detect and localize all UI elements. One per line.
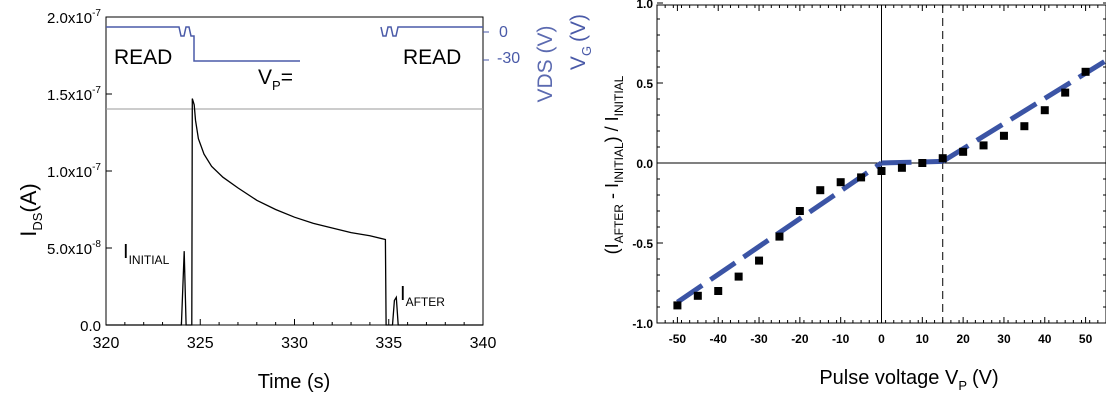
data-point: [836, 178, 845, 187]
right-y-tick-label: -0.5: [632, 237, 653, 251]
inset-tick-label-0: 0: [499, 24, 508, 41]
i-after-annotation: IAFTER: [400, 283, 445, 309]
inset-pulse-trace-left: [106, 26, 300, 62]
left-y-ticks: 0.0 5.0x10-8 1.0x10-7 1.5x10-7 2.0x10-7: [47, 8, 112, 335]
data-point: [857, 173, 866, 182]
right-y-tick-label: 0.0: [636, 157, 653, 171]
data-point: [897, 163, 906, 172]
right-y-tick-label: 0.5: [636, 77, 653, 91]
left-series-group: [106, 98, 483, 326]
data-point: [1061, 88, 1070, 97]
left-x-ticks: 320 325 330 335 340: [93, 319, 497, 352]
inset-pulse-trace-right: [380, 26, 483, 37]
right-x-tick-label: 10: [916, 332, 930, 346]
data-point: [775, 232, 784, 241]
left-x-tick-label: 325: [187, 335, 214, 352]
inset-axis-label: VG(V): [567, 14, 594, 70]
data-point: [795, 207, 804, 215]
current-trace-line: [106, 98, 483, 326]
left-x-axis-label: Time (s): [258, 371, 331, 393]
left-y-tick-label: 1.0x10-7: [47, 162, 101, 181]
right-y-tick-label: -1.0: [632, 317, 653, 331]
right-x-tick-label: 40: [1038, 332, 1052, 346]
right-x-tick-label: -30: [750, 332, 768, 346]
fit-line-segment: [941, 58, 1106, 164]
inset-hidden-axis-label: VDS (V): [534, 25, 557, 102]
data-point: [1081, 67, 1090, 76]
right-data-points: [673, 67, 1090, 310]
left-y-tick-label: 2.0x10-7: [47, 8, 101, 27]
data-point: [693, 291, 702, 300]
data-point: [755, 256, 764, 265]
right-y-axis-label: (IAFTER - IINITIAL) / IINITIAL: [602, 75, 626, 254]
data-point: [1020, 122, 1029, 131]
left-y-tick-label: 5.0x10-8: [47, 239, 101, 258]
left-x-tick-label: 335: [375, 335, 402, 352]
right-x-tick-label: -20: [791, 332, 809, 346]
data-point: [979, 141, 988, 150]
left-y-axis-label: IDS(A): [16, 183, 45, 237]
data-point: [673, 301, 682, 310]
data-point: [959, 147, 968, 156]
left-chart: 320 325 330 335 340 0.0 5.0x10-8 1.0x10-7 1.5x1…: [16, 8, 594, 393]
data-point: [999, 131, 1008, 140]
left-plot-area: [105, 16, 484, 326]
right-x-tick-label: -40: [710, 332, 728, 346]
right-x-tick-label: -50: [669, 332, 687, 346]
left-x-tick-label: 340: [470, 335, 497, 352]
inset-tick-label-30: -30: [497, 50, 520, 67]
right-x-tick-label: -10: [832, 332, 850, 346]
left-x-tick-label: 330: [281, 335, 308, 352]
right-x-tick-label: 0: [878, 332, 885, 346]
data-point: [816, 186, 825, 195]
right-chart: -50 -40 -30 -20 -10 0 10 20 30 40 50 -1.0 -0.5 0.0 0.…: [602, 0, 1106, 393]
data-point: [734, 272, 743, 281]
right-x-axis-label: Pulse voltage VP (V): [819, 367, 998, 393]
right-x-tick-label: 20: [956, 332, 970, 346]
right-x-ticks: -50 -40 -30 -20 -10 0 10 20 30 40 50: [656, 5, 1106, 346]
right-x-tick-label: 30: [997, 332, 1011, 346]
read-label-right: READ: [403, 46, 461, 69]
data-point: [714, 287, 723, 295]
data-point: [918, 159, 927, 167]
right-y-tick-label: 1.0: [636, 0, 653, 11]
inset-label-mask: [538, 107, 578, 131]
i-initial-annotation: IINITIAL: [123, 241, 170, 267]
left-y-tick-label: 1.5x10-7: [47, 85, 101, 104]
pulse-voltage-label: VP=: [258, 66, 293, 93]
left-x-tick-label: 320: [93, 335, 120, 352]
data-point: [877, 167, 886, 175]
fit-line-segment: [881, 158, 943, 166]
read-label-left: READ: [114, 46, 172, 69]
left-y-tick-label: 0.0: [80, 318, 101, 335]
data-point: [938, 154, 947, 163]
gate-voltage-inset: READ READ VP= 0 -30 VG(V) VDS (V): [106, 14, 594, 131]
right-x-tick-label: 50: [1079, 332, 1093, 346]
data-point: [1040, 106, 1049, 115]
